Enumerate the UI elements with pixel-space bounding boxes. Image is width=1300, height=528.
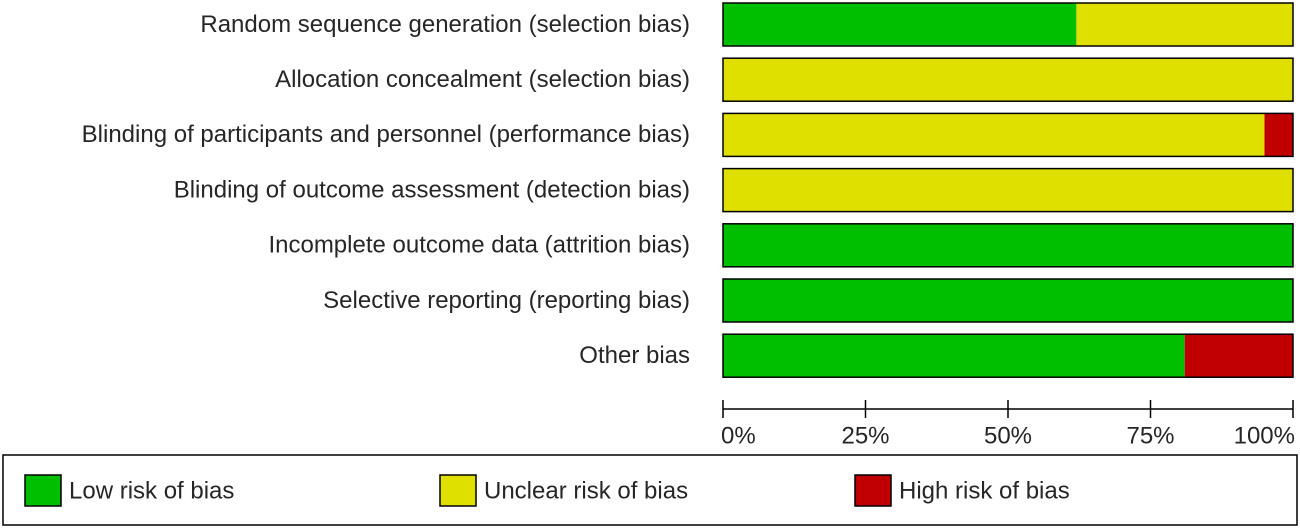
bar-outline <box>722 278 1294 323</box>
y-tick-label: Blinding of participants and personnel (… <box>82 121 690 148</box>
bar-outline <box>722 2 1294 47</box>
bar-outline <box>722 112 1294 158</box>
x-tick-label: 100% <box>1234 422 1295 449</box>
x-tick-label: 50% <box>984 422 1032 449</box>
legend-label: Unclear risk of bias <box>484 477 688 504</box>
x-tick-label: 0% <box>721 422 756 449</box>
legend-swatch <box>439 474 477 507</box>
x-tick-label: 25% <box>841 422 889 449</box>
y-tick-label: Random sequence generation (selection bi… <box>200 11 690 38</box>
legend-swatch <box>24 474 62 507</box>
bar-outline <box>722 223 1294 268</box>
legend-label: Low risk of bias <box>69 477 234 504</box>
bar-segment <box>723 113 1265 157</box>
bar-segment <box>723 334 1185 378</box>
legend-swatch <box>854 474 892 507</box>
bar-segment <box>1076 3 1293 46</box>
bar-segment <box>723 58 1293 102</box>
bar-outline <box>722 57 1294 102</box>
legend-box <box>2 454 1298 526</box>
y-tick-label: Other bias <box>579 342 690 369</box>
legend-label: High risk of bias <box>899 477 1070 504</box>
bar-outline <box>722 333 1294 378</box>
bar-segment <box>1184 334 1293 378</box>
bar-outline <box>722 167 1294 213</box>
bar-segment <box>723 223 1293 267</box>
y-tick-label: Allocation concealment (selection bias) <box>275 66 690 93</box>
bar-segment <box>1264 113 1293 157</box>
bar-segment <box>723 168 1293 212</box>
y-tick-label: Blinding of outcome assessment (detectio… <box>174 176 690 203</box>
y-tick-label: Incomplete outcome data (attrition bias) <box>268 232 690 259</box>
bar-segment <box>723 279 1293 322</box>
bar-segment <box>723 3 1077 46</box>
y-tick-label: Selective reporting (reporting bias) <box>323 287 690 314</box>
x-tick-label: 75% <box>1126 422 1174 449</box>
